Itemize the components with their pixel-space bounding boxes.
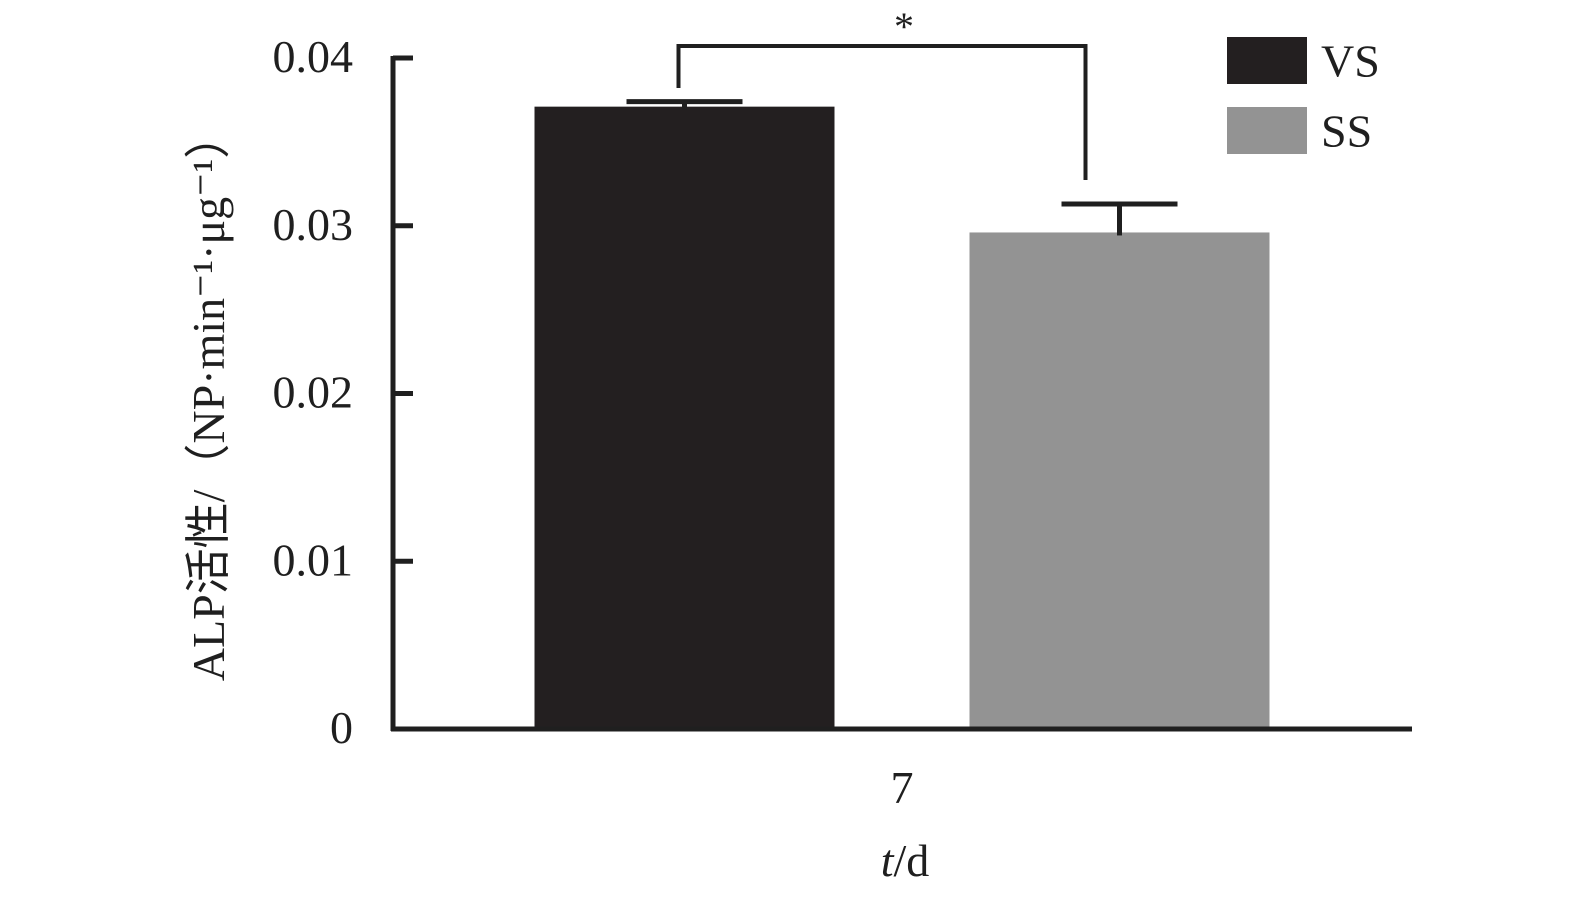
x-axis-title-italic: t (881, 835, 895, 886)
y-axis-title: ALP活性/（NP·min⁻¹·μg⁻¹） (183, 113, 234, 682)
significance-bracket: * (676, 4, 1088, 180)
legend: VS SS (1227, 36, 1380, 157)
y-tick-label: 0.02 (273, 367, 354, 418)
x-axis-ticks: 7 (891, 762, 914, 813)
y-tick-label: 0.03 (273, 199, 354, 250)
x-tick-label: 7 (891, 762, 914, 813)
y-tick-label: 0.01 (273, 534, 354, 585)
bars-layer (534, 106, 1270, 729)
legend-swatch-ss (1227, 107, 1307, 154)
x-axis-title-unit: /d (894, 835, 930, 886)
x-axis-title: t/d (881, 835, 930, 886)
y-tick-label: 0.04 (273, 31, 354, 82)
y-tick-label: 0 (330, 702, 353, 753)
significance-bracket-line (676, 44, 1088, 180)
bar-vs (534, 106, 835, 729)
legend-label-vs: VS (1321, 36, 1380, 87)
legend-label-ss: SS (1321, 106, 1372, 157)
y-axis-ticks: 0 0.01 0.02 0.03 0.04 (273, 31, 413, 753)
axes-layer (390, 56, 1412, 732)
legend-swatch-vs (1227, 37, 1307, 84)
bar-ss (969, 232, 1270, 729)
error-bars-layer (626, 99, 1178, 236)
significance-star: * (894, 4, 914, 49)
